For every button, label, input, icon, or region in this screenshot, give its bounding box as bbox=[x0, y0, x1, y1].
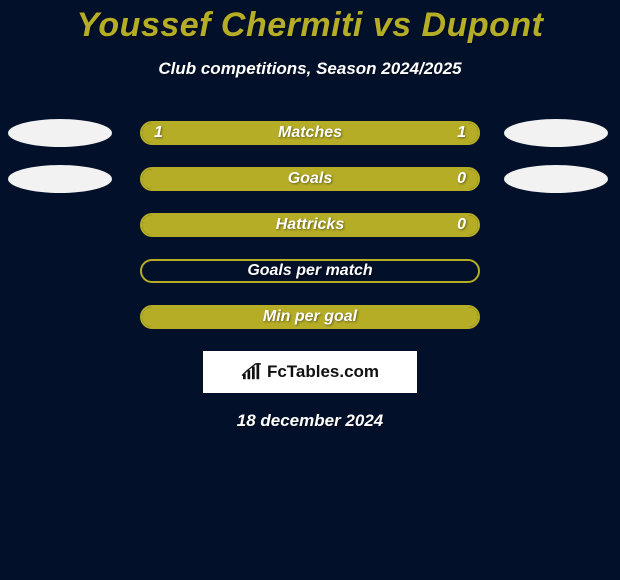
value-right: 0 bbox=[457, 170, 466, 188]
barchart-icon bbox=[241, 363, 263, 381]
player-marker-left bbox=[8, 119, 112, 147]
logo-text: FcTables.com bbox=[267, 362, 379, 382]
metric-bar: Goals per match bbox=[140, 259, 480, 283]
logo-badge: FcTables.com bbox=[203, 351, 417, 393]
value-left: 1 bbox=[154, 124, 163, 142]
date-label: 18 december 2024 bbox=[0, 411, 620, 431]
fill-left bbox=[142, 307, 478, 327]
comparison-row: Goals per match bbox=[0, 259, 620, 283]
player-marker-right bbox=[504, 165, 608, 193]
fill-left bbox=[142, 215, 478, 235]
value-right: 1 bbox=[457, 124, 466, 142]
comparison-row: 11Matches bbox=[0, 121, 620, 145]
player-marker-right bbox=[504, 119, 608, 147]
comparison-row: Min per goal bbox=[0, 305, 620, 329]
fill-right bbox=[310, 123, 478, 143]
page-subtitle: Club competitions, Season 2024/2025 bbox=[0, 59, 620, 79]
comparison-card: Youssef Chermiti vs Dupont Club competit… bbox=[0, 0, 620, 580]
fill-left bbox=[142, 123, 310, 143]
fill-left bbox=[142, 169, 478, 189]
page-title: Youssef Chermiti vs Dupont bbox=[0, 6, 620, 45]
comparison-row: 0Goals bbox=[0, 167, 620, 191]
metric-label: Goals per match bbox=[142, 262, 478, 280]
comparison-row: 0Hattricks bbox=[0, 213, 620, 237]
metric-bar: 0Hattricks bbox=[140, 213, 480, 237]
metric-bar: Min per goal bbox=[140, 305, 480, 329]
metric-bar: 0Goals bbox=[140, 167, 480, 191]
value-right: 0 bbox=[457, 216, 466, 234]
comparison-rows: 11Matches0Goals0HattricksGoals per match… bbox=[0, 121, 620, 329]
player-marker-left bbox=[8, 165, 112, 193]
metric-bar: 11Matches bbox=[140, 121, 480, 145]
